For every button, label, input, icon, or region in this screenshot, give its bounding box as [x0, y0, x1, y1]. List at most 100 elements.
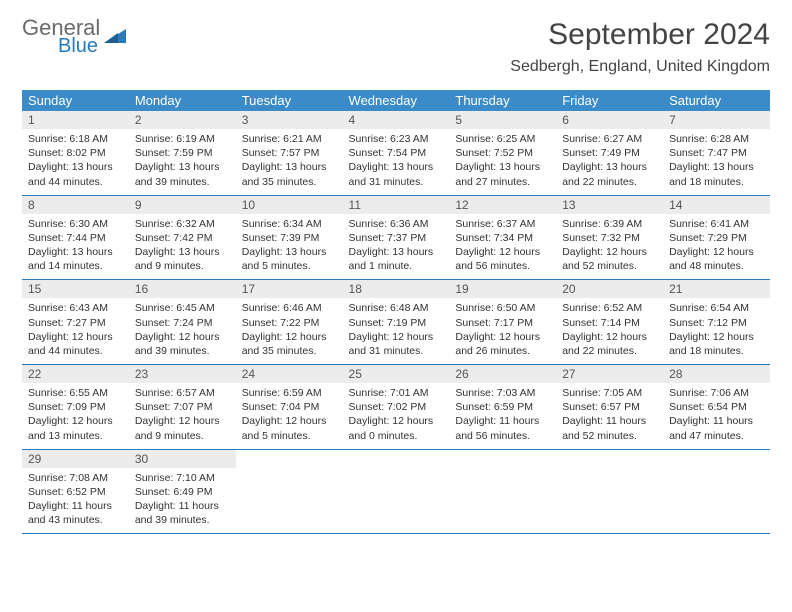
day-number: 18	[343, 280, 450, 298]
day-number: 23	[129, 365, 236, 383]
day-number: 15	[22, 280, 129, 298]
calendar-cell: 18Sunrise: 6:48 AMSunset: 7:19 PMDayligh…	[343, 280, 450, 365]
calendar-cell: 3Sunrise: 6:21 AMSunset: 7:57 PMDaylight…	[236, 111, 343, 195]
calendar-week-row: 15Sunrise: 6:43 AMSunset: 7:27 PMDayligh…	[22, 280, 770, 365]
weekday-header: Sunday	[22, 90, 129, 111]
weekday-header: Wednesday	[343, 90, 450, 111]
day-body: Sunrise: 6:45 AMSunset: 7:24 PMDaylight:…	[129, 298, 236, 364]
weekday-header: Friday	[556, 90, 663, 111]
day-body: Sunrise: 6:57 AMSunset: 7:07 PMDaylight:…	[129, 383, 236, 449]
day-number: 6	[556, 111, 663, 129]
day-body: Sunrise: 6:23 AMSunset: 7:54 PMDaylight:…	[343, 129, 450, 195]
day-number: 21	[663, 280, 770, 298]
day-body: Sunrise: 6:36 AMSunset: 7:37 PMDaylight:…	[343, 214, 450, 280]
day-body: Sunrise: 6:41 AMSunset: 7:29 PMDaylight:…	[663, 214, 770, 280]
day-number: 2	[129, 111, 236, 129]
day-number: 7	[663, 111, 770, 129]
calendar-cell: 15Sunrise: 6:43 AMSunset: 7:27 PMDayligh…	[22, 280, 129, 365]
day-number: 26	[449, 365, 556, 383]
calendar-cell: 23Sunrise: 6:57 AMSunset: 7:07 PMDayligh…	[129, 365, 236, 450]
day-body: Sunrise: 6:37 AMSunset: 7:34 PMDaylight:…	[449, 214, 556, 280]
day-number: 16	[129, 280, 236, 298]
calendar-cell	[343, 449, 450, 534]
calendar-cell: 29Sunrise: 7:08 AMSunset: 6:52 PMDayligh…	[22, 449, 129, 534]
day-body: Sunrise: 6:19 AMSunset: 7:59 PMDaylight:…	[129, 129, 236, 195]
day-number: 17	[236, 280, 343, 298]
calendar-cell: 27Sunrise: 7:05 AMSunset: 6:57 PMDayligh…	[556, 365, 663, 450]
calendar-cell: 22Sunrise: 6:55 AMSunset: 7:09 PMDayligh…	[22, 365, 129, 450]
triangle-icon	[104, 25, 126, 48]
calendar-cell: 20Sunrise: 6:52 AMSunset: 7:14 PMDayligh…	[556, 280, 663, 365]
calendar-cell	[236, 449, 343, 534]
logo-line2: Blue	[58, 37, 100, 56]
calendar-cell: 7Sunrise: 6:28 AMSunset: 7:47 PMDaylight…	[663, 111, 770, 195]
title-block: September 2024 Sedbergh, England, United…	[510, 18, 770, 76]
calendar-week-row: 1Sunrise: 6:18 AMSunset: 8:02 PMDaylight…	[22, 111, 770, 195]
calendar-cell	[556, 449, 663, 534]
day-body: Sunrise: 6:54 AMSunset: 7:12 PMDaylight:…	[663, 298, 770, 364]
day-body: Sunrise: 7:06 AMSunset: 6:54 PMDaylight:…	[663, 383, 770, 449]
day-body: Sunrise: 6:43 AMSunset: 7:27 PMDaylight:…	[22, 298, 129, 364]
day-body: Sunrise: 6:34 AMSunset: 7:39 PMDaylight:…	[236, 214, 343, 280]
day-number: 11	[343, 196, 450, 214]
calendar-cell: 14Sunrise: 6:41 AMSunset: 7:29 PMDayligh…	[663, 195, 770, 280]
day-body: Sunrise: 6:50 AMSunset: 7:17 PMDaylight:…	[449, 298, 556, 364]
day-number: 24	[236, 365, 343, 383]
day-number: 29	[22, 450, 129, 468]
day-number: 30	[129, 450, 236, 468]
day-number: 27	[556, 365, 663, 383]
day-body: Sunrise: 7:03 AMSunset: 6:59 PMDaylight:…	[449, 383, 556, 449]
calendar-cell: 16Sunrise: 6:45 AMSunset: 7:24 PMDayligh…	[129, 280, 236, 365]
day-number: 25	[343, 365, 450, 383]
day-body: Sunrise: 7:05 AMSunset: 6:57 PMDaylight:…	[556, 383, 663, 449]
calendar-cell: 2Sunrise: 6:19 AMSunset: 7:59 PMDaylight…	[129, 111, 236, 195]
day-body: Sunrise: 7:01 AMSunset: 7:02 PMDaylight:…	[343, 383, 450, 449]
day-body: Sunrise: 6:27 AMSunset: 7:49 PMDaylight:…	[556, 129, 663, 195]
day-number: 13	[556, 196, 663, 214]
weekday-header: Monday	[129, 90, 236, 111]
day-number: 5	[449, 111, 556, 129]
day-number: 14	[663, 196, 770, 214]
month-title: September 2024	[510, 18, 770, 52]
day-body: Sunrise: 6:59 AMSunset: 7:04 PMDaylight:…	[236, 383, 343, 449]
day-body: Sunrise: 6:52 AMSunset: 7:14 PMDaylight:…	[556, 298, 663, 364]
calendar-cell: 10Sunrise: 6:34 AMSunset: 7:39 PMDayligh…	[236, 195, 343, 280]
calendar-cell: 17Sunrise: 6:46 AMSunset: 7:22 PMDayligh…	[236, 280, 343, 365]
calendar-cell: 8Sunrise: 6:30 AMSunset: 7:44 PMDaylight…	[22, 195, 129, 280]
calendar-cell: 4Sunrise: 6:23 AMSunset: 7:54 PMDaylight…	[343, 111, 450, 195]
day-body: Sunrise: 6:32 AMSunset: 7:42 PMDaylight:…	[129, 214, 236, 280]
weekday-header: Saturday	[663, 90, 770, 111]
calendar-cell: 6Sunrise: 6:27 AMSunset: 7:49 PMDaylight…	[556, 111, 663, 195]
calendar-table: SundayMondayTuesdayWednesdayThursdayFrid…	[22, 90, 770, 534]
calendar-cell: 21Sunrise: 6:54 AMSunset: 7:12 PMDayligh…	[663, 280, 770, 365]
day-body: Sunrise: 6:39 AMSunset: 7:32 PMDaylight:…	[556, 214, 663, 280]
calendar-cell	[449, 449, 556, 534]
calendar-cell: 24Sunrise: 6:59 AMSunset: 7:04 PMDayligh…	[236, 365, 343, 450]
day-body: Sunrise: 6:46 AMSunset: 7:22 PMDaylight:…	[236, 298, 343, 364]
day-number: 1	[22, 111, 129, 129]
weekday-header-row: SundayMondayTuesdayWednesdayThursdayFrid…	[22, 90, 770, 111]
calendar-cell: 19Sunrise: 6:50 AMSunset: 7:17 PMDayligh…	[449, 280, 556, 365]
day-body: Sunrise: 6:18 AMSunset: 8:02 PMDaylight:…	[22, 129, 129, 195]
day-number: 12	[449, 196, 556, 214]
day-body: Sunrise: 6:28 AMSunset: 7:47 PMDaylight:…	[663, 129, 770, 195]
day-body: Sunrise: 6:30 AMSunset: 7:44 PMDaylight:…	[22, 214, 129, 280]
calendar-cell: 1Sunrise: 6:18 AMSunset: 8:02 PMDaylight…	[22, 111, 129, 195]
logo: General Blue	[22, 18, 126, 56]
day-body: Sunrise: 7:10 AMSunset: 6:49 PMDaylight:…	[129, 468, 236, 534]
calendar-cell: 9Sunrise: 6:32 AMSunset: 7:42 PMDaylight…	[129, 195, 236, 280]
day-number: 28	[663, 365, 770, 383]
day-number: 4	[343, 111, 450, 129]
day-number: 8	[22, 196, 129, 214]
weekday-header: Tuesday	[236, 90, 343, 111]
calendar-cell: 11Sunrise: 6:36 AMSunset: 7:37 PMDayligh…	[343, 195, 450, 280]
day-number: 3	[236, 111, 343, 129]
day-number: 19	[449, 280, 556, 298]
day-body: Sunrise: 6:25 AMSunset: 7:52 PMDaylight:…	[449, 129, 556, 195]
day-body: Sunrise: 6:55 AMSunset: 7:09 PMDaylight:…	[22, 383, 129, 449]
calendar-body: 1Sunrise: 6:18 AMSunset: 8:02 PMDaylight…	[22, 111, 770, 534]
day-body: Sunrise: 6:21 AMSunset: 7:57 PMDaylight:…	[236, 129, 343, 195]
day-number: 9	[129, 196, 236, 214]
day-number: 22	[22, 365, 129, 383]
weekday-header: Thursday	[449, 90, 556, 111]
